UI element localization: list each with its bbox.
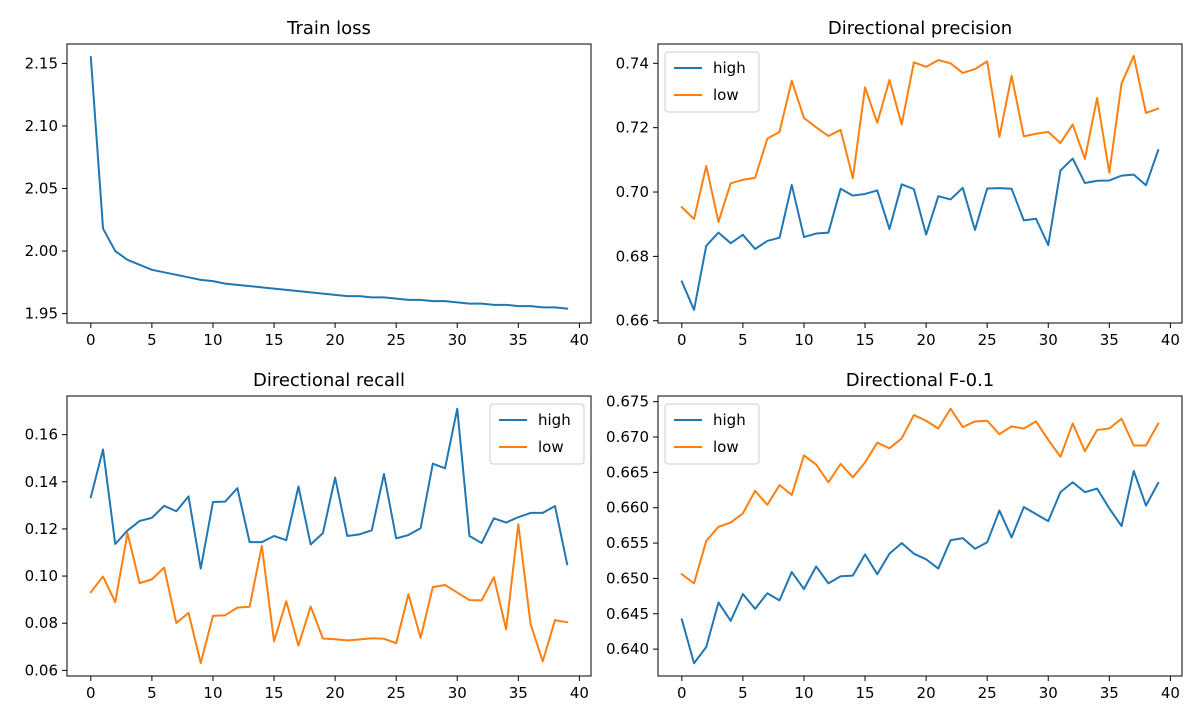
axes-frame [66,395,592,677]
y-tick-label: 2.05 [25,180,58,198]
y-tick-label: 0.675 [606,393,649,411]
panels: Train loss 0 5 10 15 20 25 30 35 40 1.95 2.00 2.05 2.… [25,18,1183,702]
x-tick-label: 40 [1161,331,1180,349]
y-tick-label: 0.08 [25,614,58,632]
y-tick-label: 0.14 [25,473,58,491]
chart-title: Train loss [286,18,371,39]
x-tick-label: 15 [855,684,874,702]
x-tick-label: 15 [264,331,283,349]
y-tick-label: 0.660 [606,499,649,517]
x-tick-label: 25 [978,331,997,349]
chart-panel-1: Train loss 0 5 10 15 20 25 30 35 40 1.95 2.00 2.05 2.… [25,18,592,349]
x-tick-label: 5 [738,684,748,702]
legend-label-high: high [713,411,746,429]
x-tick-label: 10 [794,331,813,349]
series-line-high [680,469,1160,665]
y-tick-label: 2.15 [25,54,58,72]
y-tick-label: 1.95 [25,305,58,323]
y-tick-label: 0.10 [25,567,58,585]
series-line-high [89,407,569,570]
x-tick-label: 40 [570,331,589,349]
x-tick-label: 10 [203,331,222,349]
x-tick-label: 20 [326,684,345,702]
chart-panel-3: Directional recall 0 5 10 15 20 25 30 35 40 0.06 0.… [25,370,592,702]
y-tick-label: 0.12 [25,520,58,538]
y-tick-label: 0.16 [25,426,58,444]
x-tick-label: 0 [677,684,687,702]
y-tick-label: 0.640 [606,640,649,658]
legend-label-low: low [538,438,564,456]
axes-frame [657,43,1183,324]
y-tick-label: 0.655 [606,534,649,552]
x-tick-label: 25 [978,684,997,702]
x-tick-label: 40 [570,684,589,702]
x-tick-label: 10 [794,684,813,702]
legend-label-low: low [713,86,739,104]
y-tick-label: 0.645 [606,605,649,623]
y-tick-label: 0.665 [606,463,649,481]
y-tick-label: 0.06 [25,661,58,679]
legend-label-high: high [538,411,571,429]
x-tick-label: 30 [1039,331,1058,349]
x-tick-label: 35 [509,684,528,702]
x-tick-label: 15 [855,331,874,349]
x-tick-label: 35 [1100,331,1119,349]
axes-frame [66,43,592,324]
x-tick-label: 5 [147,331,157,349]
x-tick-label: 35 [509,331,528,349]
x-tick-label: 20 [917,684,936,702]
x-tick-label: 25 [387,331,406,349]
legend: high low [489,403,585,465]
y-tick-label: 0.68 [616,247,649,265]
y-tick-label: 0.70 [616,183,649,201]
x-tick-label: 0 [677,331,687,349]
y-tick-label: 0.66 [616,312,649,330]
chart-title: Directional F-0.1 [846,370,995,391]
x-tick-label: 0 [86,684,96,702]
x-tick-label: 5 [147,684,157,702]
y-tick-label: 0.74 [616,54,649,72]
y-tick-label: 0.650 [606,569,649,587]
legend-label-low: low [713,438,739,456]
chart-panel-4: Directional F-0.1 0 5 10 15 20 25 30 35 40 0.640 0.… [606,370,1183,702]
series-line-high [680,148,1160,311]
x-tick-label: 10 [203,684,222,702]
legend-label-high: high [713,59,746,77]
series-line-loss [89,56,569,310]
legend: high low [664,51,760,113]
y-tick-label: 2.10 [25,117,58,135]
x-tick-label: 30 [448,331,467,349]
x-tick-label: 25 [387,684,406,702]
x-tick-label: 20 [326,331,345,349]
x-tick-label: 0 [86,331,96,349]
axes-frame [657,395,1183,677]
x-tick-label: 30 [448,684,467,702]
series-line-low [89,523,569,665]
series-line-low [680,54,1160,223]
series-line-low [680,407,1160,585]
x-tick-label: 20 [917,331,936,349]
x-tick-label: 5 [738,331,748,349]
y-tick-label: 2.00 [25,242,58,260]
chart-panel-2: Directional precision 0 5 10 15 20 25 30 35 40 0.6… [616,18,1183,349]
x-tick-label: 30 [1039,684,1058,702]
chart-title: Directional recall [253,370,405,391]
chart-title: Directional precision [828,18,1012,39]
x-tick-label: 40 [1161,684,1180,702]
x-tick-label: 35 [1100,684,1119,702]
legend: high low [664,403,760,465]
x-tick-label: 15 [264,684,283,702]
y-tick-label: 0.670 [606,428,649,446]
y-tick-label: 0.72 [616,119,649,137]
